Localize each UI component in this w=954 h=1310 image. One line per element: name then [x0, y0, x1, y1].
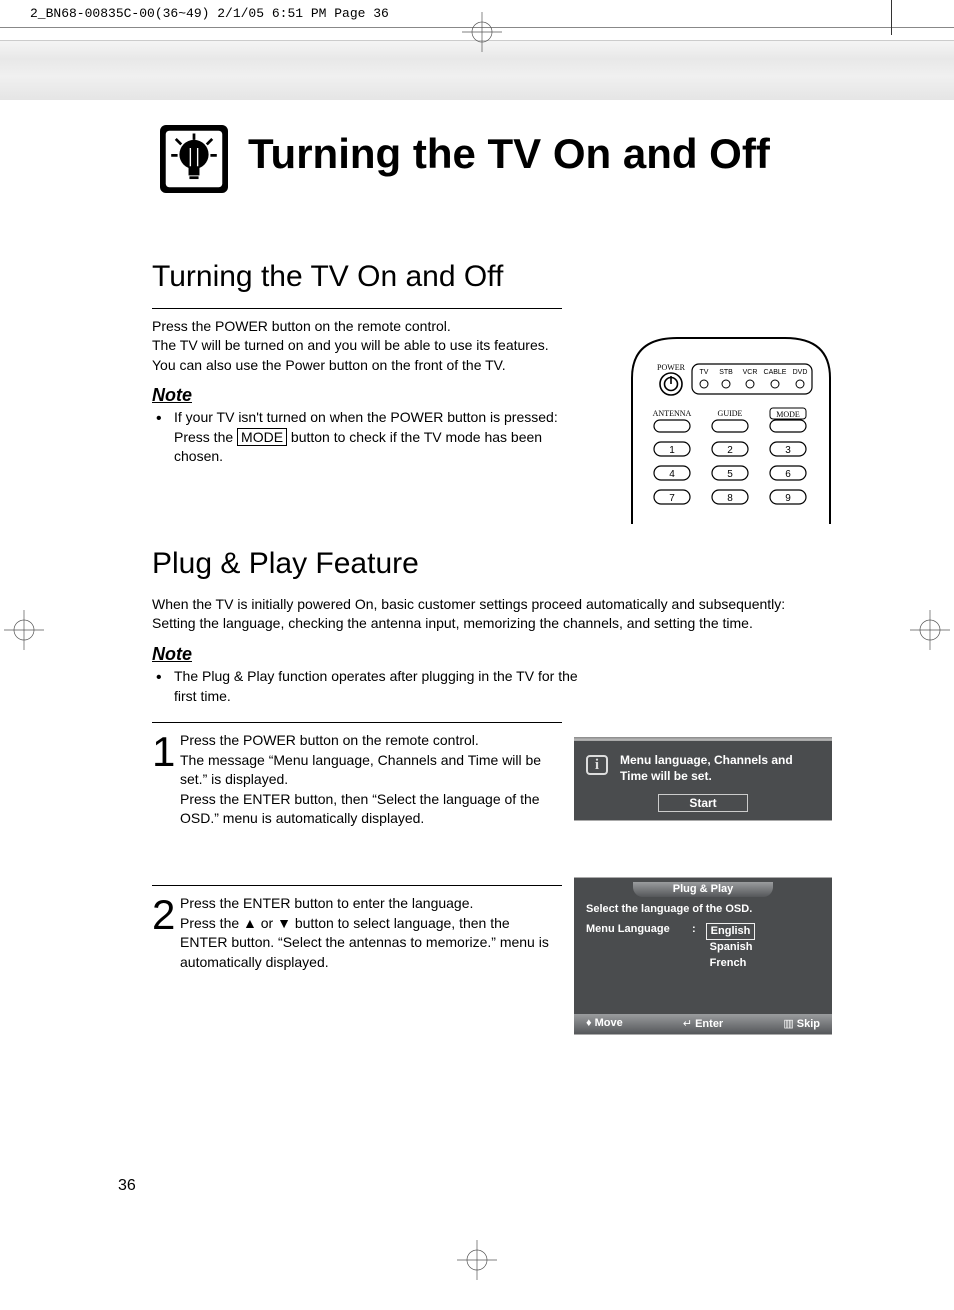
svg-text:3: 3: [785, 445, 791, 456]
step-1-body: Press the POWER button on the remote con…: [180, 731, 560, 829]
osd2-title: Plug & Play: [633, 882, 773, 897]
lang-french[interactable]: French: [706, 957, 751, 969]
section1-rule: [152, 308, 562, 309]
crop-mark-bottom: [457, 1240, 497, 1280]
osd2-field-label: Menu Language: [586, 923, 682, 971]
osd2-enter: ↵Enter: [683, 1017, 723, 1030]
osd-popup-start: i Menu language, Channels and Time will …: [574, 740, 832, 821]
svg-text:4: 4: [669, 469, 675, 480]
step-2-number: 2: [152, 891, 175, 939]
note-list-1: If your TV isn't turned on when the POWE…: [152, 408, 582, 467]
svg-text:7: 7: [669, 493, 675, 504]
osd-popup-language: Plug & Play Select the language of the O…: [574, 877, 832, 1035]
s1-line2: The TV will be turned on and you will be…: [152, 336, 582, 355]
osd2-colon: :: [692, 923, 696, 971]
svg-text:MODE: MODE: [776, 410, 800, 419]
lang-english[interactable]: English: [706, 923, 756, 940]
svg-text:6: 6: [785, 469, 791, 480]
lang-spanish[interactable]: Spanish: [706, 941, 757, 953]
s1-line3: You can also use the Power button on the…: [152, 356, 582, 375]
step-1-number: 1: [152, 728, 175, 776]
section2-heading: Plug & Play Feature: [152, 547, 852, 581]
section-turning-on-off: Turning the TV On and Off Press the POWE…: [152, 260, 852, 467]
svg-text:CABLE: CABLE: [764, 369, 787, 376]
svg-text:ANTENNA: ANTENNA: [653, 409, 692, 418]
info-icon: i: [586, 755, 608, 775]
section1-body: Press the POWER button on the remote con…: [152, 317, 582, 375]
section-plug-and-play: Plug & Play Feature When the TV is initi…: [152, 547, 852, 973]
remote-power-label: POWER: [657, 363, 686, 372]
note-item-1: If your TV isn't turned on when the POWE…: [174, 408, 582, 467]
note-label-2: Note: [152, 644, 852, 665]
section1-heading: Turning the TV On and Off: [152, 260, 852, 294]
svg-text:TV: TV: [700, 369, 709, 376]
note-item-2: The Plug & Play function operates after …: [174, 667, 582, 706]
crop-mark-right: [910, 610, 950, 650]
note-list-2: The Plug & Play function operates after …: [152, 667, 582, 706]
updown-icon: ♦: [586, 1017, 592, 1029]
remote-control-diagram: POWER TV STB VCR CABLE DVD ANTENNA GUIDE…: [622, 328, 840, 524]
page-number: 36: [118, 1177, 136, 1195]
bulb-icon: [160, 125, 228, 193]
svg-text:VCR: VCR: [743, 369, 758, 376]
svg-text:1: 1: [669, 445, 675, 456]
svg-text:2: 2: [727, 445, 733, 456]
svg-text:GUIDE: GUIDE: [718, 409, 743, 418]
svg-text:8: 8: [727, 493, 733, 504]
pnp-intro: When the TV is initially powered On, bas…: [152, 595, 832, 634]
enter-icon: ↵: [683, 1017, 692, 1030]
osd2-footer: ♦Move ↵Enter ▥Skip: [574, 1014, 832, 1034]
page-title: Turning the TV On and Off: [248, 130, 770, 178]
osd2-skip: ▥Skip: [783, 1017, 820, 1030]
svg-text:5: 5: [727, 469, 733, 480]
svg-text:STB: STB: [719, 369, 733, 376]
crop-header-text: 2_BN68-00835C-00(36~49) 2/1/05 6:51 PM P…: [30, 6, 389, 21]
crop-mark-left: [4, 610, 44, 650]
step-2-body: Press the ENTER button to enter the lang…: [180, 894, 560, 972]
osd1-message: Menu language, Channels and Time will be…: [620, 753, 822, 784]
s1-line1: Press the POWER button on the remote con…: [152, 317, 582, 336]
crop-vline: [891, 0, 892, 35]
osd2-language-list: English Spanish French: [706, 923, 820, 971]
osd2-prompt: Select the language of the OSD.: [574, 897, 832, 923]
skip-icon: ▥: [783, 1017, 793, 1030]
svg-text:DVD: DVD: [793, 369, 808, 376]
osd2-move: ♦Move: [586, 1017, 623, 1030]
mode-button-label: MODE: [237, 428, 287, 446]
svg-text:9: 9: [785, 493, 791, 504]
crop-mark-top: [462, 12, 502, 52]
osd-start-button[interactable]: Start: [658, 794, 748, 812]
